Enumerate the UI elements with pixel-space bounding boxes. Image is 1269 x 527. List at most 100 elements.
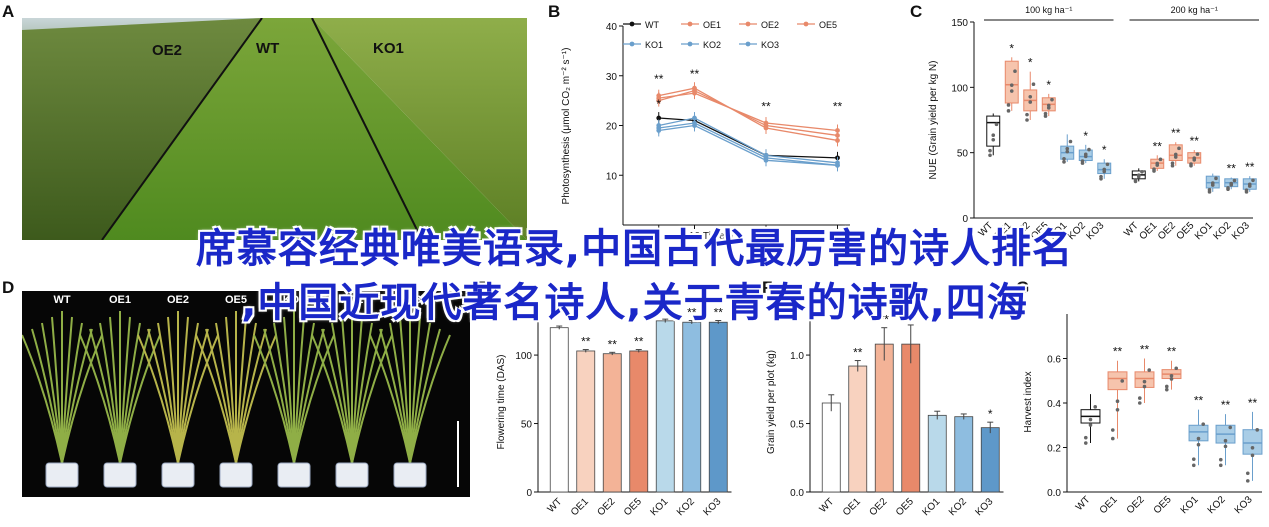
e-x-tick-label: OE1 [569,496,591,518]
g-dot [1089,423,1093,427]
b-legend-marker [688,22,693,27]
c-dot [1047,104,1051,108]
g-dot [1111,437,1115,441]
b-y-tick-label: 10 [606,171,618,182]
e-bar-OE2 [603,354,621,492]
c-dot [1032,82,1036,86]
c-y-axis-label: NUE (Grain yield per kg N) [928,61,939,180]
e-bar-KO3 [709,322,727,492]
g-dot [1084,441,1088,445]
plant-pot [394,463,426,487]
e-x-tick-label: WT [546,496,565,515]
c-dot [1084,153,1088,157]
c-significance: ** [1245,160,1255,174]
c-significance: * [1028,56,1033,70]
c-dot [1069,140,1073,144]
g-dot [1246,479,1250,483]
c-dot [1189,162,1193,166]
g-dot [1174,366,1178,370]
e-significance: ** [581,335,591,349]
c-dot [1245,188,1249,192]
g-x-tick-label: OE5 [1152,494,1174,516]
f-x-tick-label: KO1 [920,496,942,518]
f-bar-KO3 [981,428,999,492]
g-dot [1197,443,1201,447]
c-dot [1025,113,1029,117]
b-legend-label: OE1 [703,20,721,30]
c-significance: * [1102,143,1107,157]
c-dot [1208,188,1212,192]
headline-line-1[interactable]: 席慕容经典唯美语录,中国古代最厉害的诗人排名 [0,216,1269,274]
c-y-tick-label: 150 [951,18,968,29]
c-dot [1229,182,1233,186]
b-y-tick-label: 30 [606,72,618,83]
headline-line-2[interactable]: ,中国近现代著名诗人,关于青春的诗歌,四海 [0,270,1269,328]
g-significance: ** [1194,394,1204,408]
g-dot [1165,385,1169,389]
g-dot [1120,379,1124,383]
b-y-tick-label: 40 [606,22,618,33]
f-bar-KO1 [928,415,946,492]
c-dot [1013,69,1017,73]
e-x-tick-label: KO2 [675,496,697,518]
c-dot [1134,178,1138,182]
b-legend-label: KO1 [645,40,663,50]
c-dot [988,149,992,153]
c-dot [995,123,999,127]
c-dot [1248,183,1252,187]
c-dot [1050,98,1054,102]
c-dot [1025,118,1029,122]
b-y-tick-label: 20 [606,122,618,133]
c-dot [988,153,992,157]
b-legend-marker [688,42,693,47]
g-x-tick-label: KO3 [1233,494,1255,516]
c-significance: * [1083,129,1088,143]
g-significance: ** [1113,345,1123,359]
g-x-tick-label: KO2 [1206,494,1228,516]
c-dot [1214,177,1218,181]
g-y-tick-label: 0.2 [1047,444,1061,455]
c-dot [1196,152,1200,156]
b-legend-label: KO2 [703,40,721,50]
plant-leaf [158,323,178,463]
g-dot [1143,385,1147,389]
c-dot [1028,100,1032,104]
g-significance: ** [1167,345,1177,359]
c-dot [1233,179,1237,183]
e-x-tick-label: OE2 [595,496,617,518]
b-significance: ** [761,100,771,114]
g-dot [1228,426,1232,430]
b-legend-marker [630,22,635,27]
g-significance: ** [1140,343,1150,357]
plant-pot [162,463,194,487]
e-x-tick-label: KO3 [701,496,723,518]
f-x-tick-label: OE1 [841,496,863,518]
g-dot [1165,388,1169,392]
c-dot [1065,147,1069,151]
b-legend-label: OE2 [761,20,779,30]
g-dot [1201,422,1205,426]
c-dot [1177,147,1181,151]
c-dot [1152,167,1156,171]
f-bar-OE2 [875,344,893,492]
e-significance: ** [608,337,618,351]
c-dot [1192,156,1196,160]
b-significance: * [656,97,661,111]
c-dot [1174,153,1178,157]
f-x-tick-label: KO2 [947,496,969,518]
f-bar-KO2 [955,417,973,492]
c-dot [1106,162,1110,166]
c-dot [1226,186,1230,190]
panel-label-a: A [2,2,14,22]
field-label-ko1: KO1 [373,40,404,57]
plant-leaf [332,323,352,463]
e-x-tick-label: KO1 [648,496,670,518]
c-dot [1102,168,1106,172]
c-group-label: 200 kg ha⁻¹ [1171,5,1218,15]
g-dot [1084,436,1088,440]
g-dot [1138,396,1142,400]
e-bar-KO2 [683,322,701,492]
b-significance: ** [833,100,843,114]
g-dot [1219,458,1223,462]
c-dot [1137,173,1141,177]
